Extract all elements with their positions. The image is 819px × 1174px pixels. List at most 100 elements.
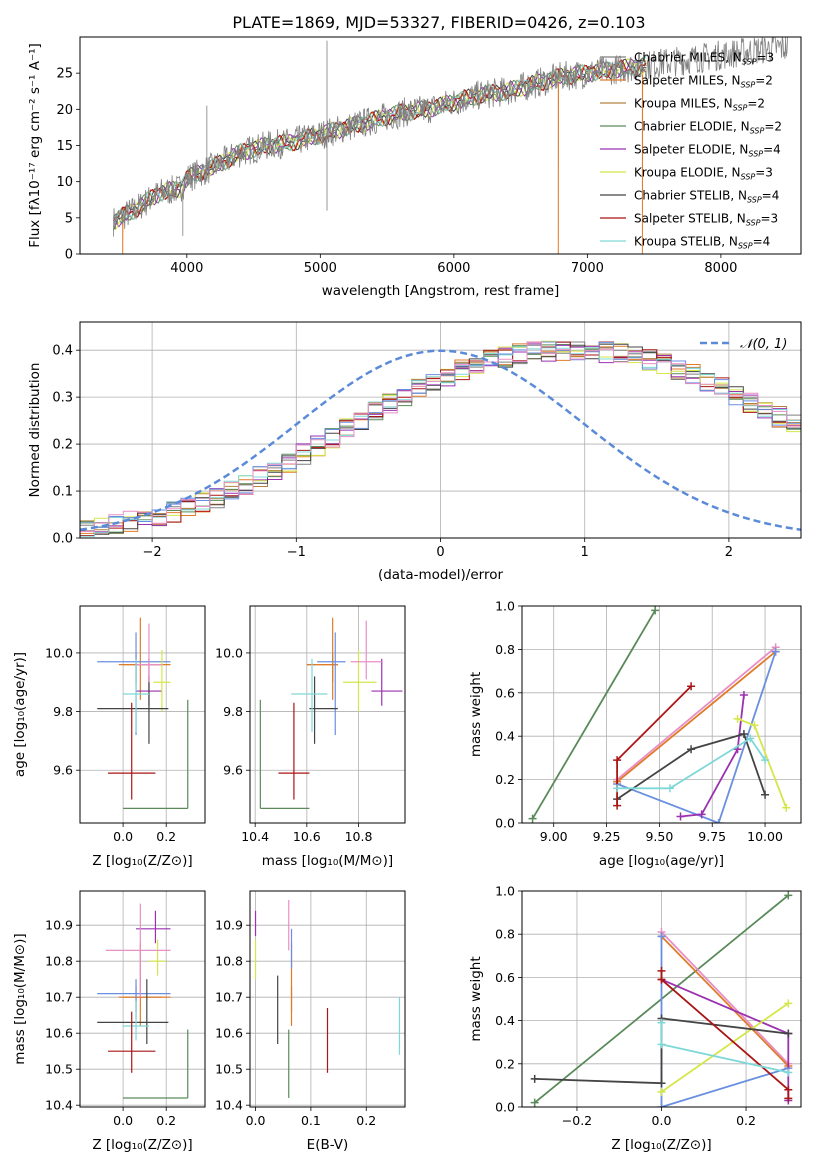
axes-frame: [79, 605, 206, 824]
x-tick-label: 0.2: [156, 1113, 176, 1128]
residuals-histogram-panel: −2 −1 0 1 2 0.0 0.1 0.2 0.3 0.4 (data-model)/error…: [27, 321, 802, 583]
legend-sub: SSP: [738, 242, 753, 251]
weight-vs-metallicity-panel: −0.2 0.0 0.2 0.0 0.2 0.4 0.6 0.8 1.0 Z [log₁₀(Z/Z…: [468, 884, 802, 1153]
y-tick-label: 0.2: [495, 772, 515, 787]
age-vs-metallicity-panel: 0.0 0.2 9.6 9.8 10.0 Z [log₁₀(Z/Z⊙)] age [log₁…: [12, 605, 206, 869]
y-tick-label: 1.0: [495, 884, 515, 899]
legend-entry: Chabrier MILES, NSSP=3: [634, 51, 774, 67]
x-tick-label: 0.0: [652, 1113, 672, 1128]
y-tick-label: 10.8: [215, 954, 243, 969]
y-tick-label: 10.0: [215, 645, 243, 660]
legend-sub: SSP: [746, 219, 761, 228]
x-axis-label: age [log₁₀(age/yr)]: [599, 853, 724, 869]
plus-marker: [761, 756, 770, 765]
legend-name: Chabrier MILES, N: [634, 51, 742, 65]
residual-histogram-step: [80, 341, 801, 536]
legend-entry: Chabrier STELIB, NSSP=4: [634, 189, 779, 205]
spectrum-panel: 4000 5000 6000 7000 8000 0 5 10 15 20 25 wavelength…: [27, 36, 802, 299]
legend-suffix: =4: [762, 189, 780, 203]
y-tick-label: 15: [56, 139, 73, 154]
plot-area: [97, 617, 189, 809]
model-spectrum-line: [113, 60, 647, 254]
plus-marker: [746, 734, 755, 743]
legend-name: Kroupa MILES, N: [634, 97, 733, 111]
age-vs-mass-panel: 10.4 10.6 10.8 9.6 9.8 10.0 mass [log₁₀(M/M⊙)]: [215, 605, 406, 869]
plot-area: [530, 891, 793, 1107]
plus-marker: [657, 975, 666, 984]
observed-spectrum-line: [113, 37, 788, 237]
plus-marker: [613, 801, 622, 810]
mass-weight-series-line: [616, 651, 777, 823]
axes-frame: [79, 36, 802, 255]
legend-entry: Kroupa ELODIE, NSSP=3: [634, 166, 773, 182]
plus-marker: [657, 1079, 666, 1088]
y-tick-label: 9.6: [223, 763, 243, 778]
x-axis-label: E(B-V): [307, 1137, 349, 1153]
mass-weight-series-line: [534, 1017, 789, 1085]
y-tick-label: 10.5: [215, 1062, 243, 1077]
legend-name: Chabrier ELODIE, N: [634, 120, 750, 134]
x-tick-label: 9.25: [593, 829, 621, 844]
x-tick-label: 10.4: [241, 829, 269, 844]
x-tick-label: 9.50: [645, 829, 673, 844]
y-axis-label: mass weight: [468, 672, 484, 757]
x-tick-label: −0.2: [562, 1113, 592, 1128]
legend-sub: SSP: [742, 58, 757, 67]
plus-marker: [733, 714, 742, 723]
y-tick-label: 0.8: [495, 927, 515, 942]
model-spectrum-line: [112, 58, 647, 231]
plus-marker: [530, 1074, 539, 1083]
axes-frame: [249, 605, 406, 824]
plus-marker: [784, 1068, 793, 1077]
x-tick-label: 0.0: [113, 829, 133, 844]
y-tick-label: 10.6: [215, 1026, 243, 1041]
plus-marker: [739, 730, 748, 739]
plus-marker: [657, 1087, 666, 1096]
y-tick-label: 10.4: [45, 1098, 73, 1113]
plot-area: [254, 900, 401, 1098]
y-tick-label: 20: [56, 103, 73, 118]
legend-suffix: =2: [755, 74, 773, 88]
y-tick-label: 10.0: [45, 645, 73, 660]
y-axis-label: Normed distribution: [27, 363, 43, 498]
x-tick-label: 6000: [437, 261, 470, 276]
y-tick-label: 9.8: [223, 704, 243, 719]
y-tick-label: 10.9: [215, 918, 243, 933]
plus-marker: [657, 932, 666, 941]
legend-entry: Salpeter STELIB, NSSP=3: [634, 212, 778, 228]
legend-name: Salpeter STELIB, N: [634, 212, 746, 226]
x-tick-label: 7000: [571, 261, 604, 276]
y-tick-label: 10.5: [45, 1062, 73, 1077]
mass-weight-series-line: [616, 650, 777, 783]
x-tick-label: 10.6: [293, 829, 321, 844]
y-tick-label: 0.0: [495, 816, 515, 831]
x-tick-label: 0.2: [736, 1113, 756, 1128]
legend-sub: SSP: [733, 104, 748, 113]
legend-name: Kroupa ELODIE, N: [634, 166, 741, 180]
legend-suffix: =3: [760, 212, 778, 226]
x-axis-label: Z [log₁₀(Z/Z⊙)]: [611, 1137, 711, 1153]
y-tick-label: 10.7: [45, 990, 73, 1005]
weight-vs-age-panel: 9.00 9.25 9.50 9.75 10.00 0.0 0.2 0.4 0.6 0.8 1.0 a…: [468, 599, 802, 869]
y-tick-label: 9.6: [53, 763, 73, 778]
y-tick-label: 1.0: [495, 599, 515, 614]
y-tick-label: 0.0: [52, 532, 73, 547]
legend-suffix: =2: [747, 97, 765, 111]
x-axis-label: (data-model)/error: [378, 567, 504, 583]
model-spectrum-line: [112, 59, 647, 222]
axes-frame: [521, 890, 802, 1108]
plus-marker: [657, 1040, 666, 1049]
plus-marker: [651, 606, 660, 615]
plus-marker: [784, 1085, 793, 1094]
y-tick-label: 0.2: [52, 438, 73, 453]
legend-name: Kroupa STELIB, N: [634, 235, 738, 249]
x-tick-label: 9.75: [698, 829, 726, 844]
figure-title: PLATE=1869, MJD=53327, FIBERID=0426, z=0…: [232, 13, 645, 32]
mass-weight-series-line: [616, 732, 766, 800]
x-axis-label: Z [log₁₀(Z/Z⊙)]: [92, 1137, 192, 1153]
plus-marker: [613, 784, 622, 793]
residual-histogram-step: [80, 341, 801, 535]
legend-suffix: =3: [755, 166, 773, 180]
plot-area: [80, 340, 801, 537]
legend-name: Chabrier STELIB, N: [634, 189, 747, 203]
